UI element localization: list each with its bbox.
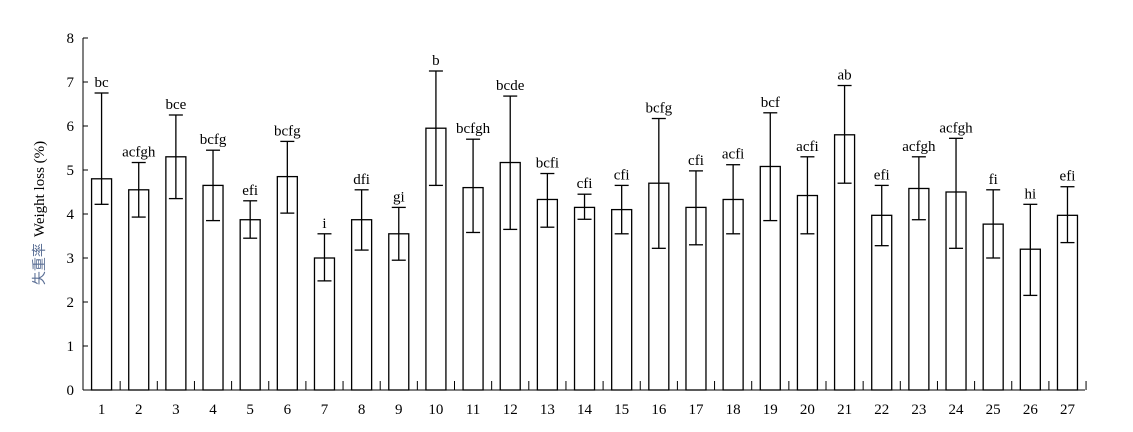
significance-label: gi bbox=[393, 189, 405, 205]
significance-label: fi bbox=[989, 172, 998, 188]
x-tick-label: 7 bbox=[321, 402, 329, 418]
x-tick-label: 15 bbox=[614, 402, 629, 418]
significance-label: bc bbox=[94, 75, 109, 91]
x-tick-label: 13 bbox=[540, 402, 555, 418]
x-tick-label: 9 bbox=[395, 402, 403, 418]
significance-label: bcfg bbox=[645, 101, 672, 117]
y-axis: 0 1 2 3 4 5 6 7 8 bbox=[67, 31, 88, 399]
bar bbox=[239, 219, 261, 391]
significance-label: acfi bbox=[796, 139, 818, 155]
significance-label: bce bbox=[165, 97, 186, 113]
significance-label: i bbox=[322, 216, 326, 232]
y-tick-label: 3 bbox=[67, 251, 75, 267]
significance-labels: bc acfgh bce bcfg efi bcfg i dfi gi b bcfgh bcde bcf… bbox=[94, 53, 1075, 232]
significance-label: ab bbox=[837, 68, 851, 84]
x-tick-label: 5 bbox=[246, 402, 254, 418]
significance-label: b bbox=[432, 53, 440, 69]
x-tick-label: 4 bbox=[209, 402, 217, 418]
significance-label: bcf bbox=[761, 95, 780, 111]
significance-label: bcfg bbox=[274, 123, 301, 139]
significance-label: cfi bbox=[614, 167, 630, 183]
bars bbox=[90, 127, 1079, 391]
significance-label: cfi bbox=[688, 153, 704, 169]
y-axis-label-chinese: 失重率 bbox=[31, 243, 48, 285]
significance-label: acfgh bbox=[902, 139, 936, 155]
y-tick-label: 1 bbox=[67, 339, 75, 355]
y-tick-label: 2 bbox=[67, 295, 75, 311]
x-tick-label: 21 bbox=[837, 402, 852, 418]
x-tick-label: 20 bbox=[800, 402, 815, 418]
x-tick-label: 25 bbox=[986, 402, 1001, 418]
y-tick-label: 8 bbox=[67, 31, 75, 47]
x-tick-label: 14 bbox=[577, 402, 593, 418]
y-tick-label: 7 bbox=[67, 75, 75, 91]
significance-label: efi bbox=[874, 167, 890, 183]
bar bbox=[573, 206, 596, 391]
y-tick-label: 6 bbox=[67, 119, 75, 135]
y-axis-label-english: Weight loss (%) bbox=[32, 141, 48, 237]
significance-label: acfgh bbox=[939, 120, 973, 136]
significance-label: bcfg bbox=[200, 132, 227, 148]
x-tick-label: 27 bbox=[1060, 402, 1076, 418]
significance-label: acfgh bbox=[122, 145, 156, 161]
significance-label: hi bbox=[1024, 186, 1036, 202]
y-tick-label: 4 bbox=[67, 207, 75, 223]
x-tick-label: 1 bbox=[98, 402, 106, 418]
x-tick-label: 2 bbox=[135, 402, 143, 418]
error-bars bbox=[94, 70, 1075, 297]
x-tick-label: 26 bbox=[1023, 402, 1039, 418]
x-tick-label: 16 bbox=[651, 402, 667, 418]
significance-label: cfi bbox=[577, 176, 593, 192]
x-tick-label: 22 bbox=[874, 402, 889, 418]
bar bbox=[128, 189, 150, 391]
x-tick-label: 11 bbox=[466, 402, 480, 418]
y-axis-label: 失重率 Weight loss (%) bbox=[31, 141, 48, 285]
bar bbox=[611, 208, 633, 391]
x-tick-label: 18 bbox=[726, 402, 741, 418]
x-tick-label: 23 bbox=[911, 402, 926, 418]
y-tick-label: 0 bbox=[67, 383, 75, 399]
x-tick-label: 19 bbox=[763, 402, 778, 418]
x-tick-label: 17 bbox=[688, 402, 704, 418]
significance-label: bcfgh bbox=[456, 121, 491, 137]
significance-label: acfi bbox=[722, 147, 744, 163]
significance-label: dfi bbox=[353, 172, 370, 188]
x-tick-label: 10 bbox=[428, 402, 443, 418]
x-tick-label: 12 bbox=[503, 402, 518, 418]
x-tick-label: 6 bbox=[284, 402, 292, 418]
x-tick-label: 24 bbox=[949, 402, 965, 418]
significance-label: efi bbox=[242, 183, 258, 199]
significance-label: bcfi bbox=[536, 156, 559, 172]
bar bbox=[90, 178, 113, 391]
x-tick-label: 3 bbox=[172, 402, 180, 418]
x-tick-label: 8 bbox=[358, 402, 366, 418]
significance-label: efi bbox=[1060, 169, 1076, 185]
significance-label: bcde bbox=[496, 78, 525, 94]
y-tick-label: 5 bbox=[67, 163, 75, 179]
bar bbox=[536, 198, 559, 391]
